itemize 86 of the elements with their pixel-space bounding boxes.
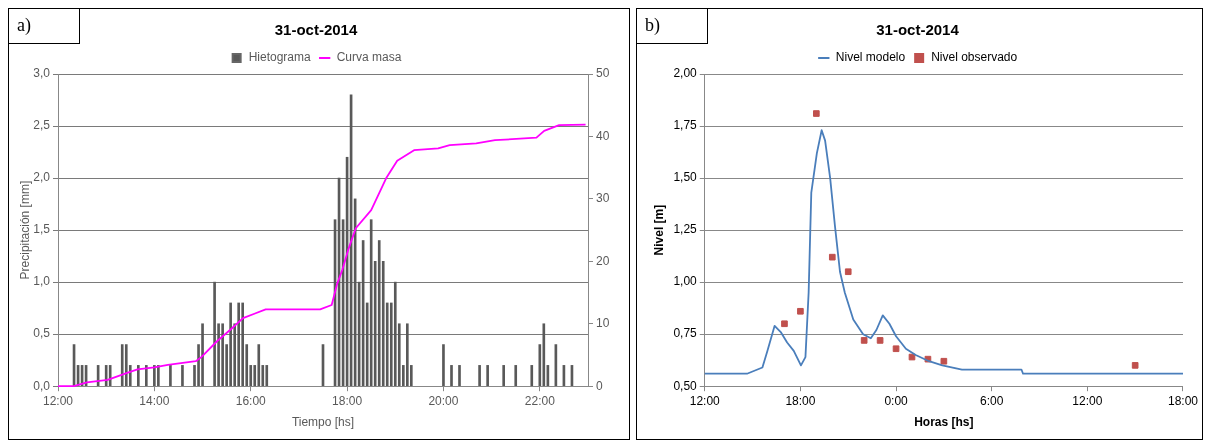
bar	[486, 365, 489, 387]
point	[892, 345, 900, 353]
x-tick-label: 18:00	[332, 393, 363, 408]
legend-label: Nivel modelo	[835, 50, 906, 65]
bar	[153, 365, 156, 387]
y-tick-label: 0,5	[33, 326, 51, 341]
bar	[213, 281, 216, 387]
bar	[377, 240, 381, 387]
point	[1131, 362, 1139, 369]
bar	[201, 323, 204, 387]
y-tick-label: 1,75	[673, 118, 698, 133]
bar	[442, 344, 445, 387]
legend-label: Nivel observado	[931, 50, 1018, 65]
y-axis-title: Precipitación [mm]	[17, 180, 32, 280]
x-tick-label: 6:00	[980, 393, 1004, 408]
bar	[265, 365, 269, 387]
chart-title: 31-oct-2014	[274, 21, 358, 39]
bar	[405, 323, 409, 387]
bar	[169, 365, 172, 387]
legend-label: Hietograma	[248, 50, 311, 65]
x-tick-label: 18:00	[785, 393, 816, 408]
x-tick-label: 0:00	[884, 393, 909, 408]
y-tick-label: 2,0	[33, 170, 51, 185]
x-axis-title: Tiempo [hs]	[291, 415, 355, 430]
x-tick-label: 12:00	[42, 393, 74, 408]
bar	[221, 323, 224, 387]
y-tick-label: 2,5	[33, 118, 51, 133]
point	[860, 337, 868, 344]
y-tick-label: 1,25	[673, 222, 698, 237]
point	[908, 353, 916, 361]
bar	[257, 344, 261, 387]
x-tick-label: 22:00	[524, 393, 556, 408]
y-tick-label: 0,75	[673, 326, 698, 341]
bar	[393, 281, 397, 387]
bar	[108, 365, 112, 387]
y2-tick-label: 40	[596, 128, 610, 143]
text: a)	[8, 8, 80, 44]
bar	[450, 365, 453, 387]
legend-label: Curva masa	[336, 50, 402, 65]
y-axis-title: Nivel [m]	[651, 204, 666, 256]
y-tick-label: 2,00	[673, 66, 698, 81]
x-tick-label: 16:00	[235, 393, 267, 408]
point	[797, 307, 804, 315]
x-tick-label: 14:00	[139, 393, 170, 408]
bar	[530, 365, 534, 387]
y-tick-label: 1,0	[33, 274, 51, 289]
bar	[514, 365, 518, 387]
bar	[237, 302, 241, 387]
point	[813, 110, 820, 117]
text: b)	[636, 8, 708, 44]
y-tick-label: 0,50	[673, 378, 698, 393]
x-tick-label: 12:00	[689, 393, 721, 408]
bar	[157, 365, 160, 387]
bar	[144, 365, 148, 387]
x-axis-title: Horas [hs]	[914, 415, 974, 430]
chart-title: 31-oct-2014	[876, 21, 960, 39]
x-tick-label: 20:00	[428, 393, 459, 408]
point	[876, 337, 884, 344]
bar	[458, 365, 461, 387]
point	[844, 268, 852, 276]
bar	[369, 219, 373, 387]
bar	[181, 365, 184, 387]
bar	[478, 365, 481, 387]
y-tick-label: 0,0	[33, 378, 51, 393]
bar	[124, 344, 128, 387]
point	[940, 357, 948, 365]
bar	[502, 365, 506, 387]
x-tick-label: 12:00	[1072, 393, 1103, 408]
y-tick-label: 3,0	[33, 66, 51, 81]
y-tick-label: 1,50	[673, 170, 698, 185]
bar	[542, 323, 546, 387]
bar	[120, 344, 124, 387]
y2-tick-label: 0	[596, 378, 603, 393]
point	[781, 320, 788, 328]
bar	[136, 365, 140, 387]
y2-tick-label: 30	[596, 191, 610, 206]
y2-tick-label: 10	[596, 316, 610, 331]
y-tick-label: 1,5	[33, 222, 51, 237]
y-tick-label: 1,00	[673, 274, 698, 289]
bar	[241, 302, 245, 387]
y2-tick-label: 20	[596, 253, 610, 268]
bar	[229, 302, 232, 387]
bar	[104, 365, 108, 387]
y2-tick-label: 50	[596, 66, 610, 81]
x-tick-label: 18:00	[1167, 393, 1199, 408]
point	[828, 253, 836, 261]
